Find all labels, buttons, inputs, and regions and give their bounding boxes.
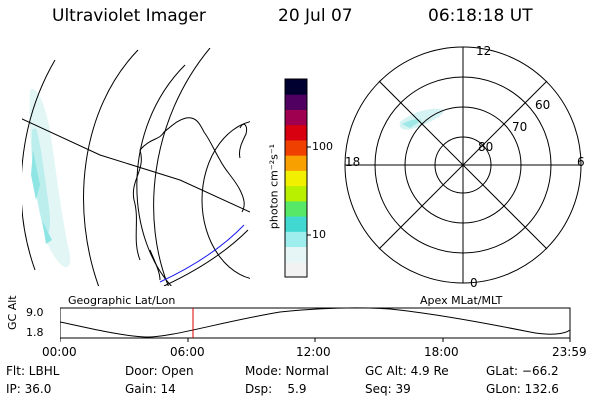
timeline-x-tick-1200: 12:00	[296, 345, 331, 359]
app-title: Ultraviolet Imager	[52, 6, 206, 26]
colorbar-tick-10: 10	[312, 228, 326, 241]
timeline-x-tick-1800: 18:00	[424, 345, 459, 359]
aurora-emission-geo	[29, 89, 71, 268]
timeline-right-title: Apex MLat/MLT	[420, 294, 503, 307]
timeline-left-title: Geographic Lat/Lon	[68, 294, 176, 307]
status-seq: Seq: 39	[365, 382, 411, 396]
image-date: 20 Jul 07	[278, 6, 353, 26]
colorbar-band	[285, 246, 307, 263]
timeline-x-tick-2359: 23:59	[552, 345, 587, 359]
colorbar-label: photon cm⁻²s⁻¹	[267, 143, 281, 230]
colorbar-band	[285, 200, 307, 217]
status-filter: Flt: LBHL	[6, 364, 60, 378]
colorbar-band	[285, 124, 307, 141]
status-gain: Gain: 14	[125, 382, 176, 396]
status-mode: Mode: Normal	[245, 364, 329, 378]
status-glon: GLon: 132.6	[486, 382, 559, 396]
polar-lat-80: 80	[478, 140, 494, 154]
colorbar	[284, 78, 311, 278]
status-gc-alt: GC Alt: 4.9 Re	[365, 364, 449, 378]
status-dsp: Dsp: 5.9	[245, 382, 307, 396]
colorbar-band	[285, 185, 307, 202]
timeline-y-tick-top: 9.0	[26, 306, 44, 319]
timeline-x-tick-0600: 06:00	[170, 345, 205, 359]
status-door: Door: Open	[125, 364, 194, 378]
timeline-plot	[60, 307, 571, 342]
status-ip: IP: 36.0	[6, 382, 52, 396]
colorbar-band	[285, 109, 307, 126]
colorbar-band	[285, 170, 307, 187]
colorbar-band	[285, 79, 307, 95]
timeline-y-axis-label: GC Alt	[6, 295, 19, 330]
timeline-x-tick-0000: 00:00	[42, 345, 77, 359]
colorbar-band	[285, 231, 307, 248]
polar-label-6: 6	[577, 155, 585, 169]
timeline-y-tick-bottom: 1.8	[26, 326, 44, 339]
coastline	[132, 117, 245, 261]
aurora-emission-polar	[399, 108, 444, 130]
polar-label-0: 0	[470, 276, 478, 290]
status-glat: GLat: −66.2	[486, 364, 559, 378]
colorbar-band	[285, 261, 307, 278]
colorbar-band	[285, 216, 307, 232]
polar-label-12: 12	[476, 44, 492, 58]
polar-plot	[344, 46, 582, 284]
polar-lat-60: 60	[535, 98, 551, 112]
polar-lat-70: 70	[512, 120, 528, 134]
image-time: 06:18:18 UT	[428, 6, 533, 26]
colorbar-tick-100: 100	[312, 140, 333, 153]
polar-label-18: 18	[345, 155, 361, 169]
altitude-curve	[60, 307, 571, 338]
colorbar-band	[285, 94, 307, 110]
colorbar-band	[285, 139, 307, 156]
colorbar-band	[285, 155, 307, 171]
